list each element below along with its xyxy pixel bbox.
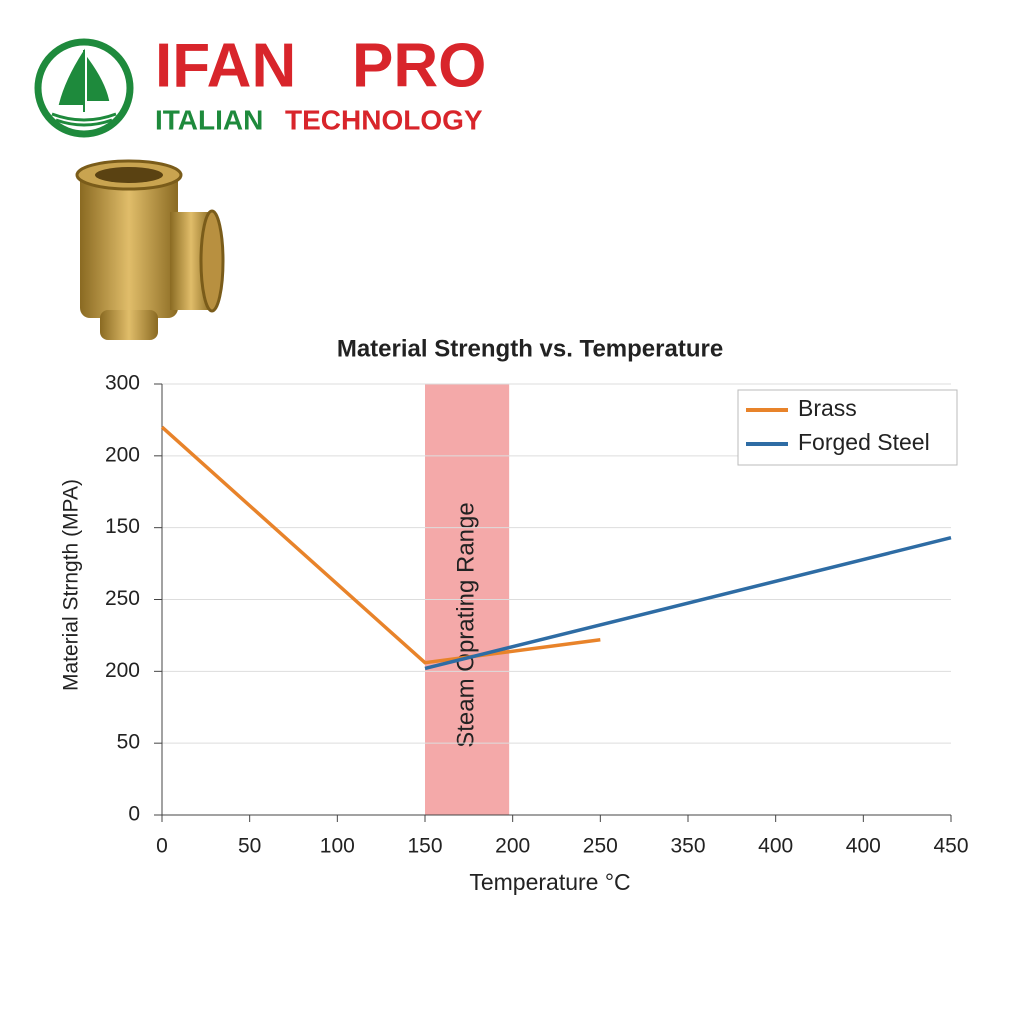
legend-label: Brass bbox=[798, 395, 857, 421]
x-tick-label: 0 bbox=[156, 835, 168, 858]
x-tick-label: 400 bbox=[846, 835, 881, 858]
y-axis-label: Material Strngth (MPA) bbox=[60, 479, 83, 691]
tagline-left: ITALIAN bbox=[155, 104, 263, 135]
y-tick-label: 150 bbox=[105, 515, 140, 538]
x-tick-label: 200 bbox=[495, 835, 530, 858]
x-tick-label: 50 bbox=[238, 835, 261, 858]
x-tick-label: 150 bbox=[407, 835, 442, 858]
fitting-side-end bbox=[199, 209, 225, 313]
x-tick-label: 350 bbox=[670, 835, 705, 858]
brand-right: PRO bbox=[352, 31, 486, 100]
series-line bbox=[160, 425, 601, 665]
legend-label: Forged Steel bbox=[798, 429, 930, 455]
x-axis-label: Temperature °C bbox=[469, 869, 630, 895]
brand-left: IFAN bbox=[155, 31, 296, 100]
logo-waves bbox=[51, 112, 117, 127]
y-tick-label: 0 bbox=[128, 803, 140, 826]
fitting-bottom bbox=[100, 310, 158, 340]
y-tick-label: 250 bbox=[105, 587, 140, 610]
x-tick-label: 250 bbox=[583, 835, 618, 858]
x-tick-label: 400 bbox=[758, 835, 793, 858]
shaded-region-label: Steam Oprating Range bbox=[452, 502, 479, 747]
y-tick-label: 200 bbox=[105, 443, 140, 466]
y-tick-label: 50 bbox=[117, 731, 140, 754]
logo-ring bbox=[34, 38, 134, 138]
legend: Brass Forged Steel bbox=[737, 389, 958, 466]
legend-box bbox=[737, 389, 958, 466]
x-tick-label: 100 bbox=[320, 835, 355, 858]
y-tick-label: 200 bbox=[105, 659, 140, 682]
chart-title: Material Strength vs. Temperature bbox=[337, 335, 723, 362]
tagline-right: TECHNOLOGY bbox=[285, 104, 483, 135]
product-image bbox=[75, 159, 225, 340]
fitting-body bbox=[80, 168, 178, 318]
x-tick-label: 450 bbox=[933, 835, 968, 858]
logo-sail bbox=[58, 48, 110, 112]
y-tick-label: 300 bbox=[105, 372, 140, 395]
series-line bbox=[424, 536, 952, 671]
logo: IFAN PRO ITALIAN TECHNOLOGY bbox=[34, 31, 486, 138]
fitting-bore bbox=[95, 167, 163, 183]
